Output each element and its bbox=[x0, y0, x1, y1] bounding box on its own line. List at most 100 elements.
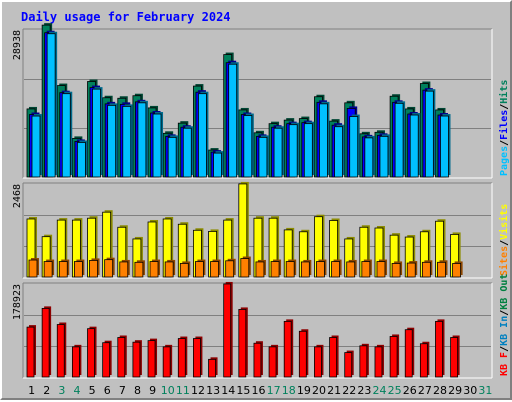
bar-kb-kb-f-day1 bbox=[26, 325, 36, 378]
bar-visits-sites-day4-face bbox=[73, 261, 83, 278]
legend-entry-kb-2: / bbox=[499, 346, 510, 352]
bar-kb-kb-f-day23 bbox=[359, 343, 369, 378]
bar-hits-pages-day16-face bbox=[258, 136, 268, 178]
bar-kb-kb-f-day11-face bbox=[177, 338, 186, 378]
bar-visits-sites-day12-face bbox=[195, 261, 204, 278]
bar-hits-pages-day27 bbox=[424, 89, 436, 178]
bar-visits-sites-day8 bbox=[134, 260, 145, 278]
bar-visits-sites-day15-face bbox=[240, 258, 250, 278]
bar-kb-kb-f-day29 bbox=[450, 335, 460, 378]
bar-visits-sites-day17-face bbox=[270, 261, 280, 278]
x-tick-label-day29: 29 bbox=[448, 384, 462, 397]
x-tick-label-day26: 26 bbox=[403, 384, 417, 397]
bar-hits-pages-day9-face bbox=[152, 113, 162, 178]
x-tick-label-day8: 8 bbox=[134, 384, 141, 397]
bar-kb-kb-f-day22-face bbox=[344, 352, 353, 378]
bar-hits-pages-day3-face bbox=[61, 93, 71, 178]
bar-kb-kb-f-day18-face bbox=[283, 320, 292, 378]
bar-visits-sites-day1-face bbox=[28, 259, 38, 278]
bar-visits-sites-day18-face bbox=[285, 261, 295, 278]
bar-visits-sites-day23 bbox=[361, 259, 372, 278]
legend-entry-visits-3: Visits bbox=[498, 204, 510, 240]
bar-hits-pages-day20 bbox=[319, 101, 330, 178]
bar-hits-pages-day23 bbox=[364, 135, 375, 178]
x-tick-label-day1: 1 bbox=[28, 384, 35, 397]
x-tick-label-day11: 11 bbox=[176, 384, 190, 397]
bar-visits-sites-day29-face bbox=[452, 263, 462, 278]
bar-kb-kb-f-day4 bbox=[71, 344, 82, 378]
bar-kb-kb-f-day21-face bbox=[329, 337, 337, 378]
bar-hits-pages-day25 bbox=[394, 101, 406, 178]
x-tick-label-day21: 21 bbox=[327, 384, 341, 397]
bar-visits-sites-day24-face bbox=[376, 261, 386, 278]
legend-entry-visits-1: Sites bbox=[498, 246, 510, 276]
bar-kb-kb-f-day29-face bbox=[450, 337, 459, 378]
bar-hits-pages-day13 bbox=[213, 151, 224, 178]
bar-visits-sites-day23-face bbox=[361, 261, 371, 278]
bar-hits-pages-day26 bbox=[409, 113, 421, 178]
bar-kb-kb-f-day27-face bbox=[419, 343, 428, 378]
bar-kb-kb-f-day18 bbox=[283, 319, 294, 378]
y-tick-label-kb: 178923 bbox=[12, 284, 23, 320]
bar-hits-pages-day21 bbox=[334, 124, 345, 178]
bar-hits-pages-day10-face bbox=[167, 136, 177, 178]
bar-hits-pages-day11-face bbox=[182, 127, 192, 178]
bar-hits-pages-day21-face bbox=[334, 126, 343, 178]
bar-visits-sites-day11 bbox=[179, 261, 191, 278]
bar-visits-sites-day17 bbox=[270, 259, 282, 278]
bar-kb-kb-f-day11 bbox=[177, 336, 188, 378]
bar-visits-sites-day27-face bbox=[421, 261, 431, 278]
x-tick-label-day3: 3 bbox=[58, 384, 65, 397]
bar-kb-kb-f-day7 bbox=[117, 335, 127, 378]
bar-visits-sites-day2 bbox=[43, 259, 55, 278]
bar-visits-sites-day10 bbox=[164, 259, 176, 278]
bar-hits-pages-day19 bbox=[303, 121, 315, 178]
bar-kb-kb-f-day21 bbox=[329, 335, 339, 378]
x-tick-label-day27: 27 bbox=[418, 384, 432, 397]
bar-hits-pages-day26-face bbox=[409, 114, 419, 178]
bar-kb-kb-f-day20 bbox=[314, 344, 324, 378]
bar-visits-sites-day13-face bbox=[210, 261, 219, 278]
bar-kb-kb-f-day26-face bbox=[404, 329, 413, 378]
bar-visits-sites-day19-face bbox=[300, 261, 310, 278]
bar-visits-sites-day11-face bbox=[179, 263, 189, 278]
bar-kb-kb-f-day9-face bbox=[147, 340, 156, 378]
bar-hits-pages-day11 bbox=[182, 126, 194, 178]
bar-visits-sites-day14 bbox=[225, 258, 236, 278]
bar-kb-kb-f-day10-face bbox=[162, 346, 171, 378]
bar-kb-kb-f-day8 bbox=[132, 340, 142, 378]
bar-hits-pages-day20-face bbox=[319, 103, 328, 178]
x-tick-label-day14: 14 bbox=[221, 384, 235, 397]
bar-hits-pages-day18-face bbox=[288, 124, 298, 178]
bar-hits-pages-day1 bbox=[31, 114, 42, 178]
bar-kb-kb-f-day17-face bbox=[268, 346, 277, 378]
bar-hits-pages-day14-face bbox=[228, 63, 238, 178]
x-tick-label-day23: 23 bbox=[357, 384, 371, 397]
bar-visits-sites-day26 bbox=[406, 261, 418, 278]
bar-kb-kb-f-day23-face bbox=[359, 345, 368, 378]
bar-visits-sites-day25-face bbox=[391, 263, 401, 278]
x-tick-label-day12: 12 bbox=[191, 384, 205, 397]
bar-kb-kb-f-day26 bbox=[404, 327, 415, 378]
bar-visits-sites-day4 bbox=[73, 259, 85, 278]
x-tick-label-day18: 18 bbox=[282, 384, 296, 397]
legend-entry-hits-2: / bbox=[499, 140, 510, 146]
bar-hits-pages-day9 bbox=[152, 112, 164, 178]
legend-entry-visits-2: / bbox=[499, 240, 510, 246]
x-tick-label-day19: 19 bbox=[297, 384, 311, 397]
bar-kb-kb-f-day15-face bbox=[238, 309, 247, 378]
bar-hits-pages-day2-face bbox=[46, 33, 56, 178]
bar-hits-pages-day4 bbox=[76, 140, 88, 178]
bar-kb-kb-f-day12 bbox=[193, 336, 203, 378]
bar-kb-kb-f-day5 bbox=[87, 326, 97, 378]
bar-hits-pages-day4-face bbox=[76, 142, 86, 178]
x-tick-label-day4: 4 bbox=[73, 384, 80, 397]
bar-kb-kb-f-day28-face bbox=[435, 320, 443, 378]
bar-visits-sites-day24 bbox=[376, 259, 387, 278]
x-tick-label-day31: 31 bbox=[478, 384, 492, 397]
bar-visits-sites-day7 bbox=[119, 259, 130, 278]
bar-kb-kb-f-day19 bbox=[298, 329, 309, 378]
x-tick-label-day15: 15 bbox=[236, 384, 250, 397]
bar-hits-pages-day19-face bbox=[303, 123, 313, 178]
